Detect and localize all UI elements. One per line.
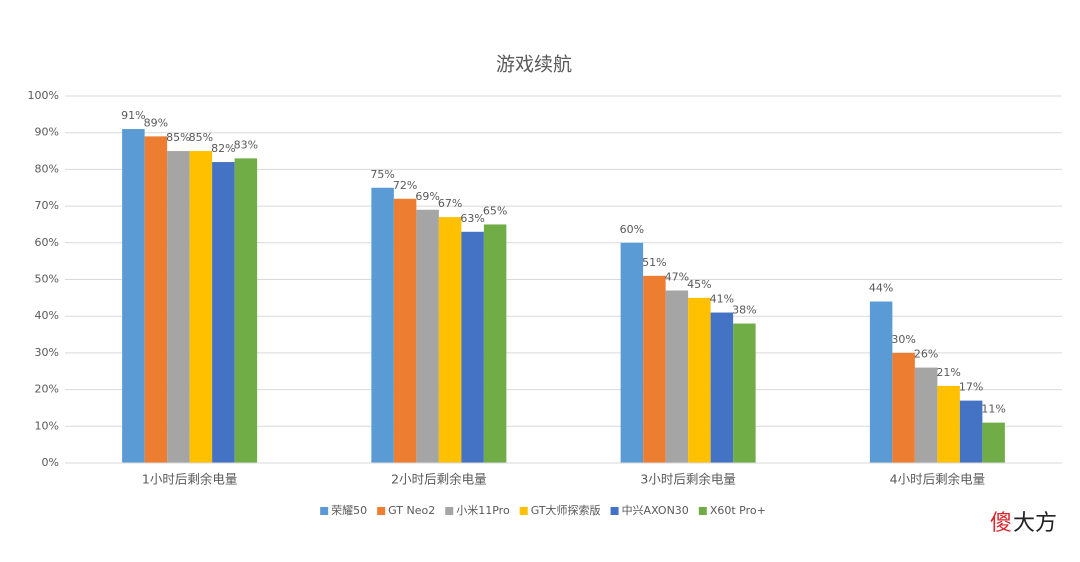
legend-label: GT Neo2 — [388, 504, 435, 517]
bar — [869, 301, 893, 463]
data-label: 85% — [189, 131, 213, 144]
x-tick-label: 2小时后剩余电量 — [391, 472, 486, 487]
legend-swatch — [610, 507, 619, 515]
legend-swatch — [698, 507, 707, 515]
data-label: 85% — [166, 131, 190, 144]
bar — [461, 231, 484, 463]
bar — [688, 297, 711, 463]
chart-title: 游戏续航 — [496, 54, 572, 76]
bar — [914, 367, 938, 463]
bar — [733, 323, 756, 463]
data-label: 82% — [211, 142, 235, 155]
bar — [982, 422, 1005, 463]
x-tick-label: 1小时后剩余电量 — [142, 472, 237, 487]
x-tick-label: 3小时后剩余电量 — [640, 472, 735, 487]
y-tick-label: 60% — [35, 236, 59, 249]
legend-swatch — [377, 507, 386, 515]
bar — [167, 151, 190, 464]
data-label: 51% — [642, 256, 666, 269]
bar — [892, 352, 915, 463]
data-label: 69% — [415, 190, 439, 203]
legend-swatch — [320, 507, 329, 515]
y-tick-label: 40% — [35, 309, 59, 322]
y-tick-label: 10% — [35, 419, 59, 432]
data-label: 67% — [438, 197, 462, 210]
bar — [483, 224, 507, 463]
data-label: 30% — [891, 333, 915, 346]
data-label: 11% — [981, 403, 1005, 416]
legend-label: 荣耀50 — [331, 504, 367, 517]
bar — [393, 198, 417, 463]
bar — [710, 312, 734, 463]
bar — [144, 136, 168, 463]
y-tick-label: 50% — [35, 273, 59, 286]
x-tick-label: 4小时后剩余电量 — [890, 472, 985, 487]
data-label: 60% — [620, 223, 644, 236]
data-label: 75% — [370, 168, 394, 181]
data-label: 65% — [483, 204, 507, 217]
bar — [438, 217, 462, 463]
bar — [620, 242, 644, 463]
data-label: 45% — [687, 278, 711, 291]
bar — [416, 209, 439, 463]
legend-label: X60t Pro+ — [710, 504, 766, 517]
y-tick-label: 100% — [28, 89, 59, 102]
watermark: 大方 — [1013, 511, 1057, 536]
bar — [665, 290, 689, 463]
bar — [937, 385, 960, 463]
legend-swatch — [445, 507, 454, 515]
bar — [212, 162, 235, 463]
legend-swatch — [519, 507, 528, 515]
data-label: 91% — [121, 109, 145, 122]
legend-label: 小米11Pro — [456, 504, 510, 517]
legend-label: GT大师探索版 — [531, 503, 601, 517]
data-label: 72% — [393, 179, 417, 192]
bar — [122, 129, 145, 463]
data-label: 63% — [460, 212, 484, 225]
y-tick-label: 0% — [42, 456, 59, 469]
y-tick-label: 80% — [35, 162, 59, 175]
data-label: 17% — [959, 381, 983, 394]
data-label: 21% — [936, 366, 960, 379]
y-tick-label: 90% — [35, 126, 59, 139]
bar — [371, 187, 394, 463]
bar — [959, 400, 983, 463]
data-label: 83% — [234, 138, 258, 151]
watermark: 傻 — [990, 511, 1012, 536]
y-tick-label: 30% — [35, 346, 59, 359]
data-label: 89% — [144, 116, 168, 129]
data-label: 44% — [869, 282, 893, 295]
bar — [234, 158, 258, 463]
y-tick-label: 70% — [35, 199, 59, 212]
data-label: 26% — [914, 348, 938, 361]
data-label: 41% — [710, 293, 734, 306]
data-label: 38% — [732, 304, 756, 317]
data-label: 47% — [665, 271, 689, 284]
legend-label: 中兴AXON30 — [622, 504, 689, 517]
bar — [643, 275, 666, 463]
y-tick-label: 20% — [35, 383, 59, 396]
bar — [189, 151, 213, 464]
legend: 荣耀50 GT Neo2 小米11Pro GT大师探索版 中兴AXON30 X60t Pr… — [320, 503, 766, 517]
